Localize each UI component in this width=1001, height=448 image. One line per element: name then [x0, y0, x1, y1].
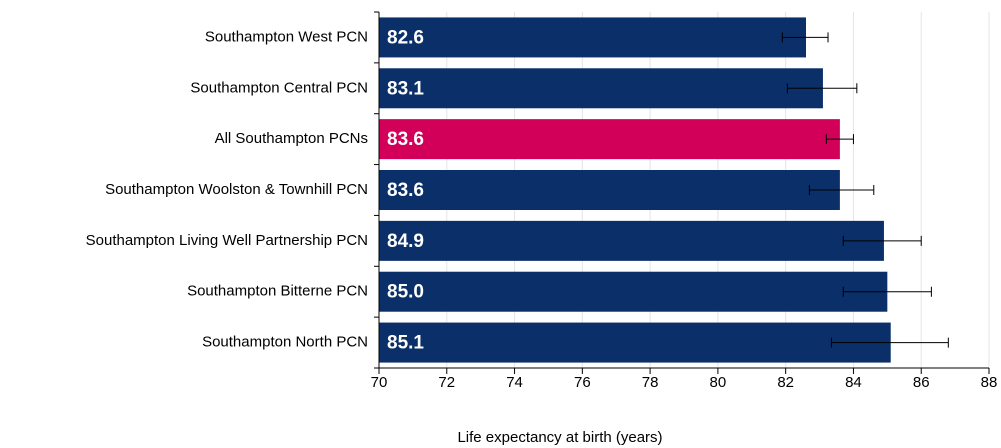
y-tick-label: Southampton Central PCN [190, 79, 368, 96]
x-tick-label: 86 [913, 374, 930, 391]
bar [379, 322, 891, 363]
y-tick-label: Southampton Woolston & Townhill PCN [105, 181, 368, 198]
x-tick-label: 78 [642, 374, 659, 391]
error-bar [808, 185, 875, 195]
y-tick-label: Southampton Living Well Partnership PCN [86, 232, 368, 249]
value-label: 84.9 [387, 231, 424, 252]
bar [379, 170, 840, 210]
bar [379, 17, 806, 58]
x-tick-label: 72 [438, 374, 455, 391]
x-tick-label: 84 [845, 374, 862, 391]
bar [379, 271, 888, 312]
bar [379, 68, 823, 109]
error-bar [825, 134, 854, 145]
value-label: 83.1 [387, 78, 424, 99]
value-label: 85.1 [387, 333, 424, 354]
error-bar [781, 32, 829, 43]
value-label: 85.0 [387, 282, 424, 303]
error-bar [786, 83, 858, 94]
y-tick-label: Southampton Bitterne PCN [187, 283, 368, 300]
bar [379, 220, 884, 261]
error-bar [842, 286, 932, 297]
x-tick-label: 74 [506, 374, 523, 391]
x-tick-label: 70 [371, 374, 388, 391]
error-bar [842, 235, 922, 246]
y-tick-label: Southampton West PCN [205, 28, 368, 45]
x-tick-label: 88 [981, 374, 998, 391]
x-tick-label: 80 [710, 374, 727, 391]
error-bar [830, 337, 949, 348]
value-label: 82.6 [387, 27, 424, 48]
x-tick-label: 82 [777, 374, 794, 391]
x-tick-label: 76 [574, 374, 591, 391]
y-tick-label: All Southampton PCNs [215, 130, 368, 147]
value-label: 83.6 [387, 129, 424, 150]
value-label: 83.6 [387, 180, 424, 201]
x-axis-label: Life expectancy at birth (years) [457, 429, 662, 446]
bar [379, 119, 840, 160]
y-tick-label: Southampton North PCN [202, 334, 368, 351]
